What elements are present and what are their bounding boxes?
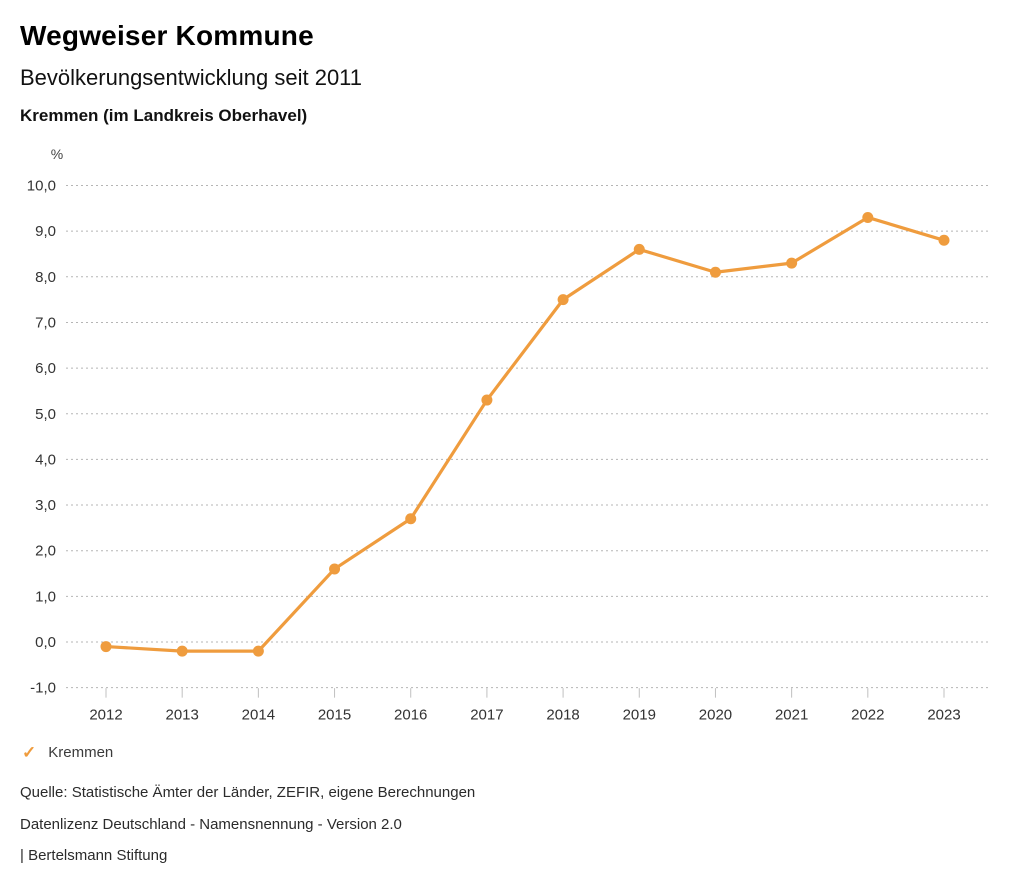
y-tick-label: 8,0	[35, 269, 56, 286]
x-tick-label: 2014	[242, 707, 275, 724]
y-tick-label: 5,0	[35, 406, 56, 423]
chart-title: Bevölkerungsentwicklung seit 2011	[20, 65, 363, 90]
data-point[interactable]	[938, 234, 950, 246]
chart-subtitle-region: Kremmen (im Landkreis Oberhavel)	[20, 106, 308, 125]
y-tick-label: 2,0	[35, 543, 56, 560]
x-tick-label: 2023	[927, 707, 960, 724]
x-tick-label: 2016	[394, 707, 427, 724]
x-tick-label: 2022	[851, 707, 884, 724]
data-point[interactable]	[100, 641, 112, 653]
x-axis-labels: 2012 2013 2014 2015 2016 2017 2018 2019 2020 2021…	[89, 707, 960, 724]
x-tick-label: 2018	[546, 707, 579, 724]
y-tick-label: 0,0	[35, 634, 56, 651]
x-tick-label: 2017	[470, 707, 503, 724]
y-axis-unit-label: %	[51, 146, 63, 162]
x-tick-label: 2012	[89, 707, 122, 724]
x-tick-label: 2019	[623, 707, 656, 724]
data-point[interactable]	[176, 645, 188, 657]
y-tick-label: -1,0	[30, 680, 56, 697]
x-tick-label: 2020	[699, 707, 732, 724]
data-point[interactable]	[329, 563, 341, 575]
page-title: Wegweiser Kommune	[20, 20, 314, 51]
population-line-chart: % 10,0 9,0 8,0 7,0 6,0 5,0 4,0 3,0 2,0 1,0 0,0 -1,0 2…	[27, 146, 990, 724]
legend-item-kremmen[interactable]: ✓ Kremmen	[22, 744, 113, 761]
y-tick-label: 1,0	[35, 588, 56, 605]
y-tick-label: 4,0	[35, 451, 56, 468]
data-point[interactable]	[633, 243, 645, 255]
data-point[interactable]	[709, 266, 721, 278]
series-line	[104, 215, 946, 653]
y-tick-label: 10,0	[27, 178, 56, 195]
data-point[interactable]	[862, 211, 874, 223]
series-points	[100, 211, 950, 657]
x-tick-label: 2013	[165, 707, 198, 724]
data-point[interactable]	[481, 394, 493, 406]
y-tick-label: 6,0	[35, 360, 56, 377]
chart-area: % 10,0 9,0 8,0 7,0 6,0 5,0 4,0 3,0 2,0 1,0 0,0 -1,0 2…	[0, 140, 1024, 735]
legend-label: Kremmen	[48, 744, 114, 761]
source-text: Quelle: Statistische Ämter der Länder, Z…	[20, 784, 476, 801]
data-point[interactable]	[252, 645, 264, 657]
y-tick-label: 7,0	[35, 314, 56, 331]
x-tick-label: 2021	[775, 707, 808, 724]
license-text: Datenlizenz Deutschland - Namensnennung …	[20, 816, 402, 833]
data-point[interactable]	[405, 513, 417, 525]
data-point[interactable]	[557, 294, 569, 306]
x-tick-label: 2015	[318, 707, 351, 724]
y-tick-label: 3,0	[35, 497, 56, 514]
x-axis-ticks	[105, 688, 945, 698]
y-axis-labels: 10,0 9,0 8,0 7,0 6,0 5,0 4,0 3,0 2,0 1,0 0,0 -1,0	[27, 178, 56, 697]
y-gridlines	[66, 185, 990, 689]
legend-check-icon: ✓	[22, 743, 37, 762]
data-point[interactable]	[786, 257, 798, 269]
y-tick-label: 9,0	[35, 223, 56, 240]
publisher-text: | Bertelsmann Stiftung	[20, 847, 168, 864]
